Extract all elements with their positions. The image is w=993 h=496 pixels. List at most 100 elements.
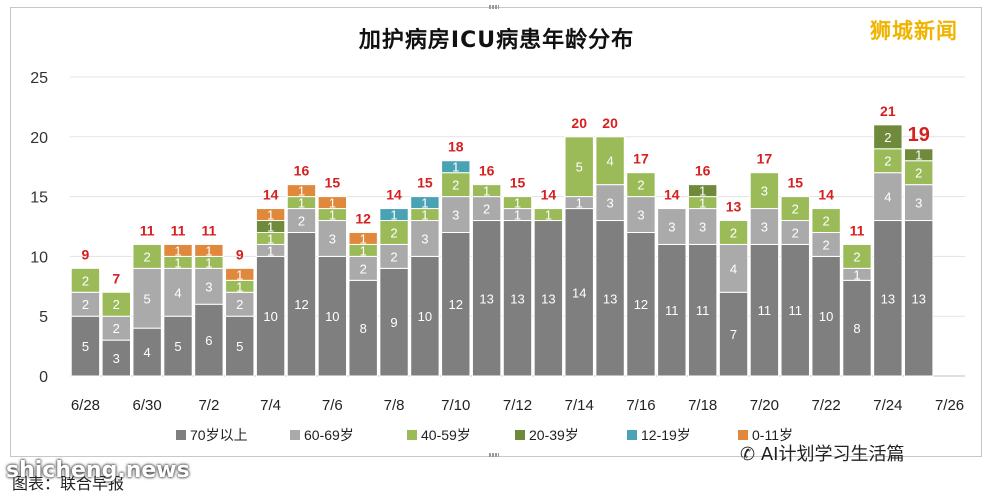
data-label: 2 xyxy=(390,249,397,264)
data-label: 1 xyxy=(421,208,428,223)
data-label: 11 xyxy=(696,303,710,318)
total-label: 17 xyxy=(757,151,773,167)
bar-segment xyxy=(441,160,471,174)
bar-segment xyxy=(471,184,502,198)
total-label: 7 xyxy=(112,270,120,286)
x-tick-label: 7/22 xyxy=(812,397,841,414)
data-label: 1 xyxy=(421,196,428,211)
data-label: 2 xyxy=(884,130,891,145)
data-label: 2 xyxy=(483,202,490,217)
legend-swatch xyxy=(627,430,637,440)
data-label: 1 xyxy=(360,231,367,246)
x-tick-label: 7/2 xyxy=(198,397,219,414)
x-tick-label: 7/18 xyxy=(688,397,717,414)
total-label: 17 xyxy=(633,151,649,167)
bar-segment xyxy=(842,279,872,377)
x-tick-label: 7/6 xyxy=(322,397,343,414)
data-label: 2 xyxy=(360,261,367,276)
x-tick-label: 7/16 xyxy=(626,397,655,414)
data-label: 9 xyxy=(390,315,397,330)
legend-label: 40-59岁 xyxy=(421,427,471,443)
data-label: 1 xyxy=(545,208,552,223)
data-label: 1 xyxy=(853,267,860,282)
bar-segment xyxy=(317,255,348,377)
x-tick-label: 7/4 xyxy=(260,397,281,414)
x-tick-label: 7/24 xyxy=(873,397,902,414)
data-label: 1 xyxy=(483,184,490,199)
legend-swatch xyxy=(176,430,186,440)
bar-segment xyxy=(255,208,286,222)
bar-segment xyxy=(657,243,687,377)
total-label: 14 xyxy=(664,187,680,203)
data-label: 13 xyxy=(603,291,617,306)
data-label: 1 xyxy=(699,196,706,211)
bar-segment xyxy=(441,231,471,377)
resize-handle-bottom[interactable] xyxy=(489,453,499,457)
data-label: 4 xyxy=(174,285,181,300)
bar-segment xyxy=(749,243,780,377)
data-label: 8 xyxy=(853,321,860,336)
bar-segment xyxy=(904,184,934,222)
data-label: 7 xyxy=(730,327,737,342)
data-label: 1 xyxy=(699,184,706,199)
bar-segment xyxy=(626,172,656,198)
bar-segment xyxy=(842,243,872,269)
bar-segment xyxy=(132,243,162,269)
bar-segment xyxy=(348,231,378,245)
data-label: 2 xyxy=(82,297,89,312)
total-label: 14 xyxy=(541,187,557,203)
bar-segment xyxy=(379,267,409,377)
data-label: 1 xyxy=(298,196,305,211)
bar-segment xyxy=(163,243,193,257)
total-label: 14 xyxy=(818,187,834,203)
y-axis-ticks: 0 5 10 15 20 25 xyxy=(30,70,48,386)
y-tick-label: 0 xyxy=(39,369,48,386)
data-label: 2 xyxy=(390,225,397,240)
x-tick-label: 6/28 xyxy=(71,397,100,414)
data-label: 10 xyxy=(263,309,277,324)
data-label: 6 xyxy=(205,333,212,348)
bar-segment xyxy=(718,291,749,377)
data-label: 3 xyxy=(606,196,613,211)
bar-segment xyxy=(194,267,224,305)
data-label: 4 xyxy=(606,154,613,169)
bar-segment xyxy=(564,136,594,198)
total-label: 15 xyxy=(787,175,803,191)
data-label: 1 xyxy=(267,243,274,258)
data-label: 2 xyxy=(792,202,799,217)
bar-segment xyxy=(904,220,934,377)
total-label: 12 xyxy=(355,210,371,226)
data-label: 1 xyxy=(205,255,212,270)
data-label: 1 xyxy=(174,243,181,258)
total-label: 15 xyxy=(325,175,341,191)
legend-label: 20-39岁 xyxy=(529,427,579,443)
data-label: 5 xyxy=(144,291,151,306)
data-label: 5 xyxy=(236,339,243,354)
bar-segment xyxy=(595,136,625,186)
bar-segment xyxy=(749,172,780,210)
data-label: 2 xyxy=(730,225,737,240)
bar-segment xyxy=(194,303,224,377)
total-label: 9 xyxy=(82,246,90,262)
data-label: 4 xyxy=(144,345,151,360)
x-tick-label: 7/26 xyxy=(935,397,964,414)
total-label: 20 xyxy=(571,115,587,131)
y-tick-label: 10 xyxy=(30,249,48,266)
total-label: 20 xyxy=(602,115,618,131)
data-label: 5 xyxy=(174,339,181,354)
total-label: 14 xyxy=(386,187,402,203)
bar-segment xyxy=(873,220,903,377)
x-tick-label: 7/10 xyxy=(441,397,470,414)
resize-handle-top[interactable] xyxy=(489,5,499,9)
data-label: 5 xyxy=(576,160,583,175)
total-label: 16 xyxy=(479,163,495,179)
bar-segment xyxy=(687,184,718,198)
chart-title: 加护病房ICU病患年龄分布 xyxy=(358,28,635,53)
data-label: 1 xyxy=(267,220,274,235)
data-label: 13 xyxy=(510,291,524,306)
x-tick-label: 6/30 xyxy=(133,397,162,414)
total-label: 18 xyxy=(448,139,464,155)
data-label: 3 xyxy=(915,196,922,211)
data-label: 1 xyxy=(267,208,274,223)
